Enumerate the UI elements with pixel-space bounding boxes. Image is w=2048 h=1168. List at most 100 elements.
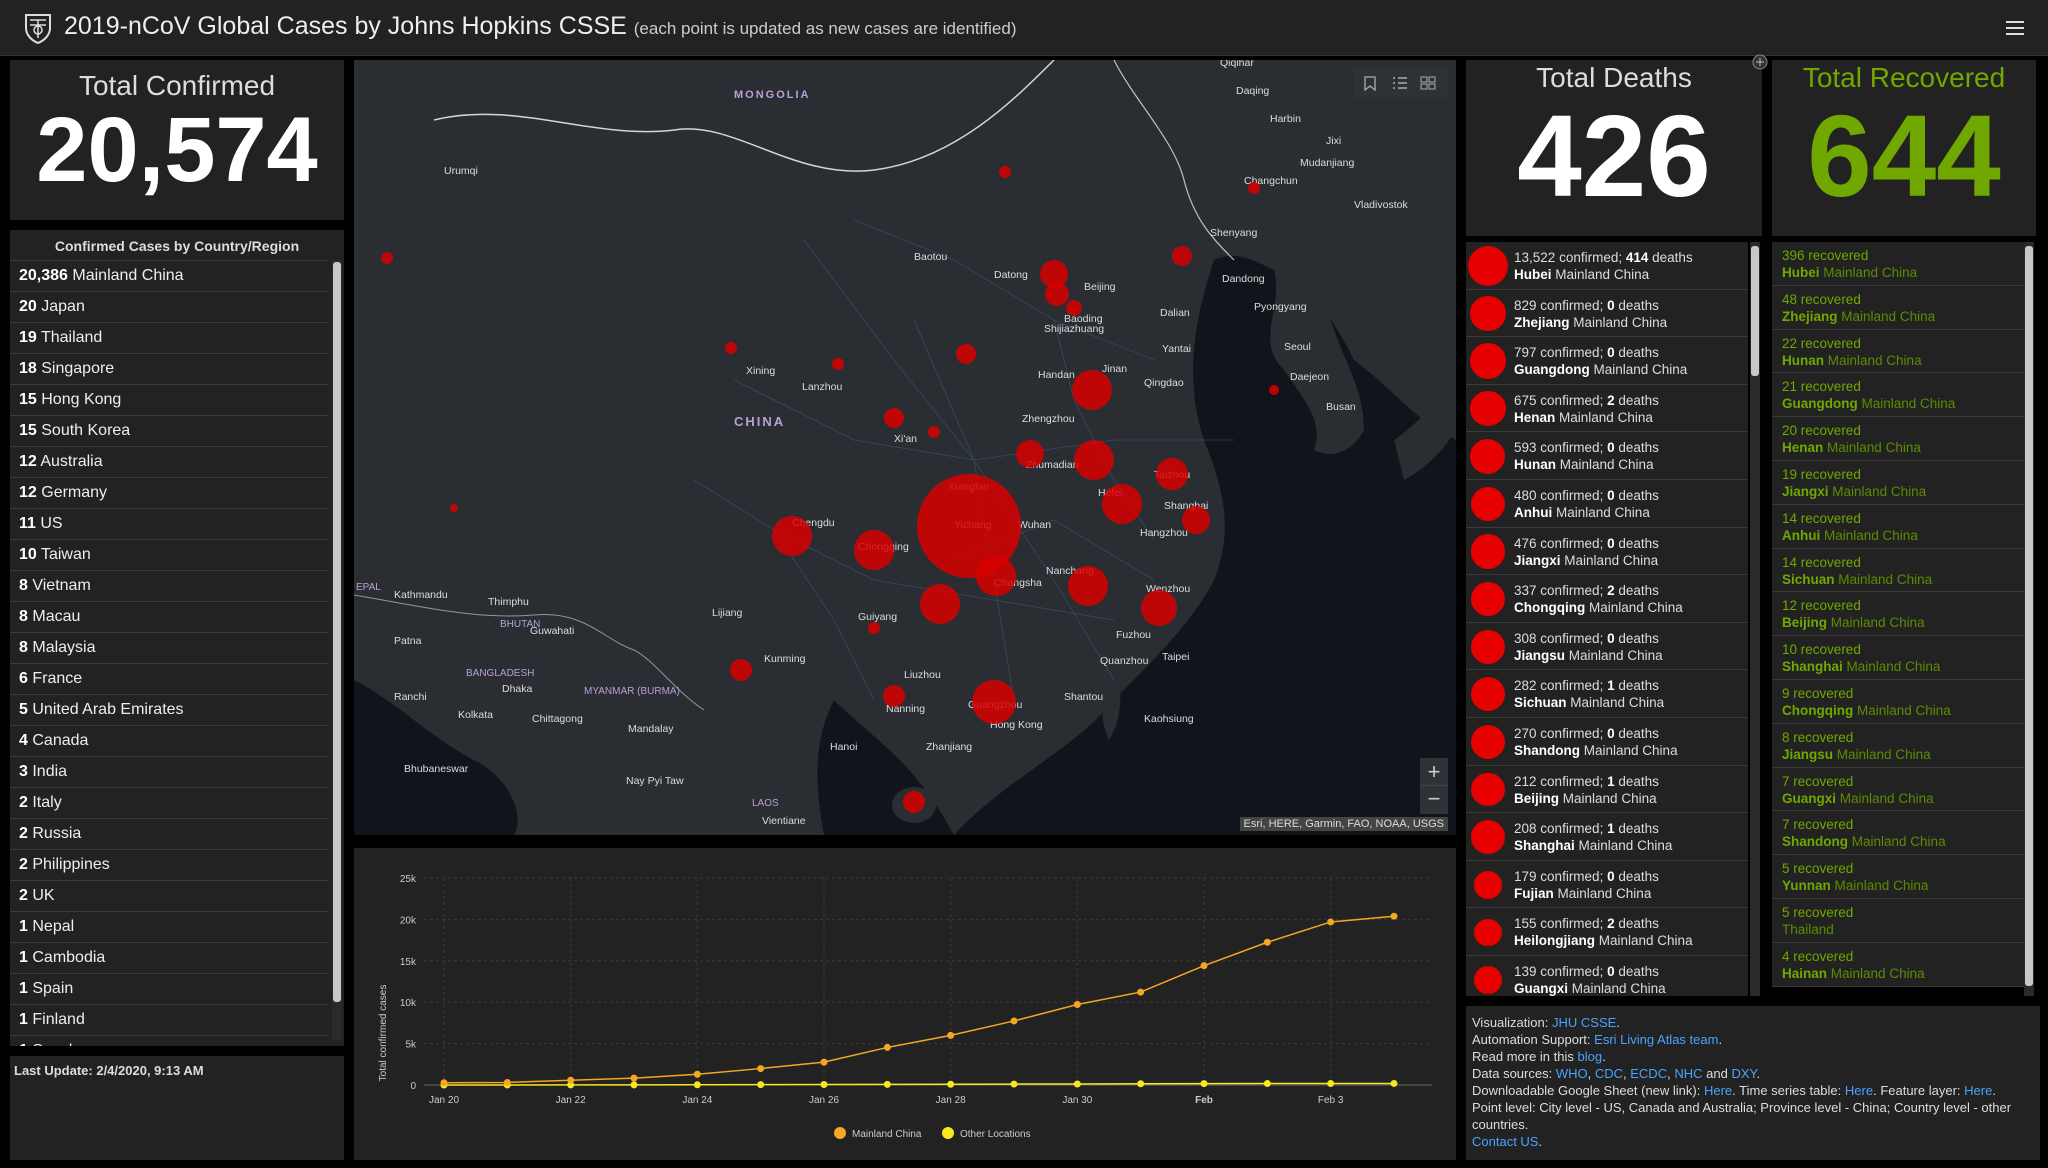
google-sheet-link[interactable]: Here bbox=[1703, 1083, 1733, 1098]
ecdc-link[interactable]: ECDC bbox=[1630, 1066, 1668, 1081]
country-row[interactable]: 2 Russia bbox=[10, 818, 328, 849]
blog-link[interactable]: blog bbox=[1577, 1049, 1603, 1064]
country-row[interactable]: 1 Spain bbox=[10, 973, 328, 1004]
country-row[interactable]: 1 Nepal bbox=[10, 911, 328, 942]
deaths-row[interactable]: 13,522 confirmed; 414 deaths Hubei Mainla… bbox=[1466, 242, 1748, 290]
recovered-row[interactable]: 8 recovered Jiangsu Mainland China bbox=[1772, 723, 2024, 768]
map-case-bubble[interactable] bbox=[972, 680, 1016, 724]
chart-data-point[interactable] bbox=[693, 1070, 701, 1078]
esri-living-atlas-link[interactable]: Esri Living Atlas team bbox=[1594, 1032, 1719, 1047]
chart-data-point[interactable] bbox=[820, 1081, 828, 1089]
country-row[interactable]: 15 South Korea bbox=[10, 415, 328, 446]
recovered-row[interactable]: 20 recovered Henan Mainland China bbox=[1772, 417, 2024, 461]
country-row[interactable]: 5 United Arab Emirates bbox=[10, 694, 328, 725]
map-case-bubble[interactable] bbox=[1016, 440, 1044, 468]
country-row[interactable]: 8 Malaysia bbox=[10, 632, 328, 663]
map-case-bubble[interactable] bbox=[725, 342, 737, 354]
recovered-row[interactable]: 396 recovered Hubei Mainland China bbox=[1772, 242, 2024, 286]
country-list-scrollbar[interactable] bbox=[332, 260, 342, 1040]
dxy-link[interactable]: DXY bbox=[1731, 1066, 1757, 1081]
map-case-bubble[interactable] bbox=[1040, 260, 1068, 288]
recovered-row[interactable]: 19 recovered Jiangxi Mainland China bbox=[1772, 460, 2024, 505]
country-row[interactable]: 15 Hong Kong bbox=[10, 384, 328, 415]
chart-data-point[interactable] bbox=[757, 1081, 765, 1089]
map-case-bubble[interactable] bbox=[1102, 484, 1142, 524]
recovered-row[interactable]: 5 recovered Yunnan Mainland China bbox=[1772, 855, 2024, 899]
feature-layer-link[interactable]: Here bbox=[1964, 1083, 1993, 1098]
map-case-bubble[interactable] bbox=[956, 344, 976, 364]
legend-list-icon[interactable] bbox=[1392, 76, 1408, 90]
legend-swatch-icon[interactable] bbox=[834, 1127, 846, 1139]
chart-data-point[interactable] bbox=[1390, 1079, 1398, 1087]
country-row[interactable]: 8 Macau bbox=[10, 601, 328, 632]
deaths-row[interactable]: 208 confirmed; 1 deaths Shanghai Mainland… bbox=[1466, 813, 1748, 861]
chart-data-point[interactable] bbox=[1073, 1080, 1081, 1088]
legend-swatch-icon[interactable] bbox=[942, 1127, 954, 1139]
map-view[interactable]: MONGOLIA CHINA Urumqi Qiqihar Daqing Harbin Ji… bbox=[354, 60, 1456, 835]
recovered-row[interactable]: 22 recovered Hunan Mainland China bbox=[1772, 329, 2024, 374]
country-list-scroll-thumb[interactable] bbox=[333, 262, 341, 1002]
who-link[interactable]: WHO bbox=[1555, 1066, 1588, 1081]
hamburger-menu-icon[interactable] bbox=[2004, 18, 2026, 38]
chart-data-point[interactable] bbox=[1073, 1001, 1081, 1009]
country-row[interactable]: 12 Germany bbox=[10, 477, 328, 508]
map-case-bubble[interactable] bbox=[999, 166, 1011, 178]
jhu-csse-link[interactable]: JHU CSSE bbox=[1552, 1015, 1617, 1030]
map-case-bubble[interactable] bbox=[1172, 246, 1192, 266]
legend-label[interactable]: Mainland China bbox=[852, 1129, 922, 1140]
map-case-bubble[interactable] bbox=[832, 358, 844, 370]
chart-data-point[interactable] bbox=[1200, 1080, 1208, 1088]
map-case-bubble[interactable] bbox=[381, 252, 393, 264]
country-row[interactable]: 18 Singapore bbox=[10, 353, 328, 384]
recovered-row[interactable]: 4 recovered Hainan Mainland China bbox=[1772, 942, 2024, 987]
zoom-in-button[interactable]: + bbox=[1420, 758, 1448, 786]
legend-label[interactable]: Other Locations bbox=[960, 1129, 1031, 1140]
map-case-bubble[interactable] bbox=[1068, 566, 1108, 606]
chart-data-point[interactable] bbox=[947, 1031, 955, 1039]
chart-data-point[interactable] bbox=[883, 1080, 891, 1088]
country-row[interactable]: 2 Italy bbox=[10, 787, 328, 818]
map-case-bubble[interactable] bbox=[1182, 506, 1210, 534]
chart-data-point[interactable] bbox=[567, 1076, 575, 1084]
map-attribution[interactable]: Esri, HERE, Garmin, FAO, NOAA, USGS bbox=[1239, 817, 1448, 831]
country-row[interactable]: 2 Philippines bbox=[10, 849, 328, 880]
contact-us-link[interactable]: Contact US bbox=[1472, 1134, 1539, 1149]
zoom-out-button[interactable]: − bbox=[1427, 786, 1441, 811]
chart-data-point[interactable] bbox=[1200, 962, 1208, 970]
deaths-row[interactable]: 270 confirmed; 0 deaths Shandong Mainland… bbox=[1466, 717, 1748, 766]
recovered-row[interactable]: 14 recovered Sichuan Mainland China bbox=[1772, 548, 2024, 593]
map-case-bubble[interactable] bbox=[730, 659, 752, 681]
chart-data-point[interactable] bbox=[630, 1074, 638, 1082]
chart-data-point[interactable] bbox=[1137, 988, 1145, 996]
deaths-row[interactable]: 212 confirmed; 1 deaths Beijing Mainland … bbox=[1466, 765, 1748, 814]
recovered-list-scrollbar[interactable] bbox=[2024, 242, 2034, 996]
chart-data-point[interactable] bbox=[503, 1078, 511, 1086]
country-row[interactable]: 20 Japan bbox=[10, 291, 328, 322]
deaths-row[interactable]: 155 confirmed; 2 deaths Heilongjiang Main… bbox=[1466, 908, 1748, 956]
deaths-row[interactable]: 308 confirmed; 0 deaths Jiangsu Mainland … bbox=[1466, 622, 1748, 671]
map-case-bubble[interactable] bbox=[1156, 458, 1188, 490]
country-row[interactable]: 19 Thailand bbox=[10, 322, 328, 353]
deaths-row[interactable]: 797 confirmed; 0 deaths Guangdong Mainlan… bbox=[1466, 337, 1748, 385]
deaths-row[interactable]: 593 confirmed; 0 deaths Hunan Mainland Ch… bbox=[1466, 432, 1748, 480]
chart-data-point[interactable] bbox=[1327, 1080, 1335, 1088]
country-row[interactable]: 11 US bbox=[10, 508, 328, 539]
time-series-link[interactable]: Here bbox=[1844, 1083, 1874, 1098]
country-row[interactable]: 10 Taiwan bbox=[10, 539, 328, 570]
chart-data-point[interactable] bbox=[1137, 1080, 1145, 1088]
nhc-link[interactable]: NHC bbox=[1674, 1066, 1703, 1081]
chart-data-point[interactable] bbox=[947, 1080, 955, 1088]
map-case-bubble[interactable] bbox=[976, 556, 1016, 596]
chart-data-point[interactable] bbox=[630, 1081, 638, 1089]
country-row[interactable]: 20,386 Mainland China bbox=[10, 260, 328, 291]
deaths-list-scroll-thumb[interactable] bbox=[1751, 246, 1759, 376]
country-row[interactable]: 1 Cambodia bbox=[10, 942, 328, 973]
map-case-bubble[interactable] bbox=[928, 426, 940, 438]
country-row[interactable]: 4 Canada bbox=[10, 725, 328, 756]
country-row[interactable]: 8 Vietnam bbox=[10, 570, 328, 601]
map-case-bubble[interactable] bbox=[868, 622, 880, 634]
map-case-bubble[interactable] bbox=[1248, 182, 1260, 194]
cdc-link[interactable]: CDC bbox=[1594, 1066, 1624, 1081]
recovered-row[interactable]: 7 recovered Guangxi Mainland China bbox=[1772, 767, 2024, 812]
map-case-bubble[interactable] bbox=[1045, 282, 1069, 306]
